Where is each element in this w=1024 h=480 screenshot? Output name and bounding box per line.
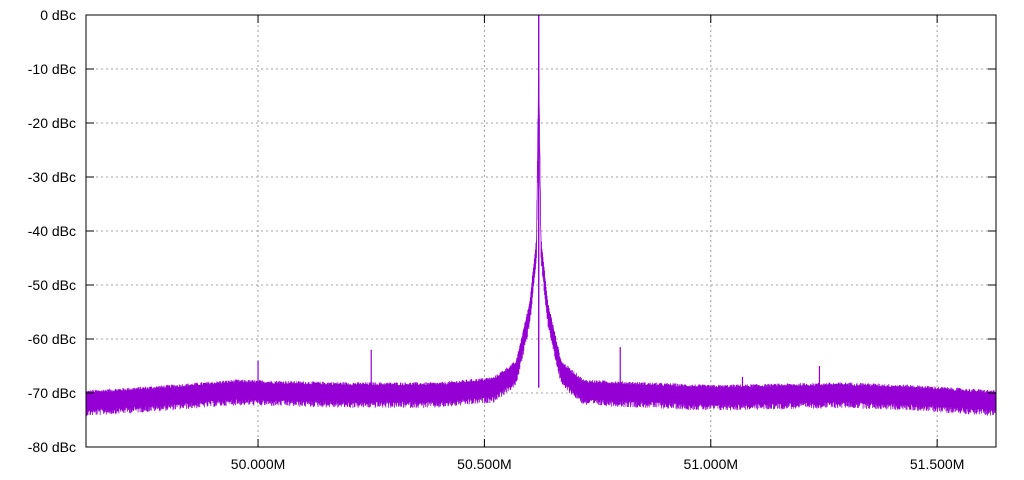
y-tick-label: -80 dBc [28, 439, 76, 455]
x-tick-label: 51.500M [910, 456, 964, 472]
x-tick-label: 50.000M [231, 456, 285, 472]
spectrum-noise-trace [85, 78, 997, 417]
y-tick-label: -20 dBc [28, 115, 76, 131]
y-tick-label: -40 dBc [28, 223, 76, 239]
y-tick-label: -60 dBc [28, 331, 76, 347]
tick-labels: 0 dBc -10 dBc -20 dBc -30 dBc -40 dBc -50 dBc… [28, 7, 965, 472]
x-tick-label: 51.000M [684, 456, 738, 472]
y-tick-label: 0 dBc [40, 7, 76, 23]
x-tick-label: 50.500M [457, 456, 511, 472]
y-tick-label: -70 dBc [28, 385, 76, 401]
y-tick-label: -10 dBc [28, 61, 76, 77]
y-tick-label: -30 dBc [28, 169, 76, 185]
series-layer [85, 15, 997, 417]
y-tick-label: -50 dBc [28, 277, 76, 293]
tick-marks [86, 14, 996, 448]
